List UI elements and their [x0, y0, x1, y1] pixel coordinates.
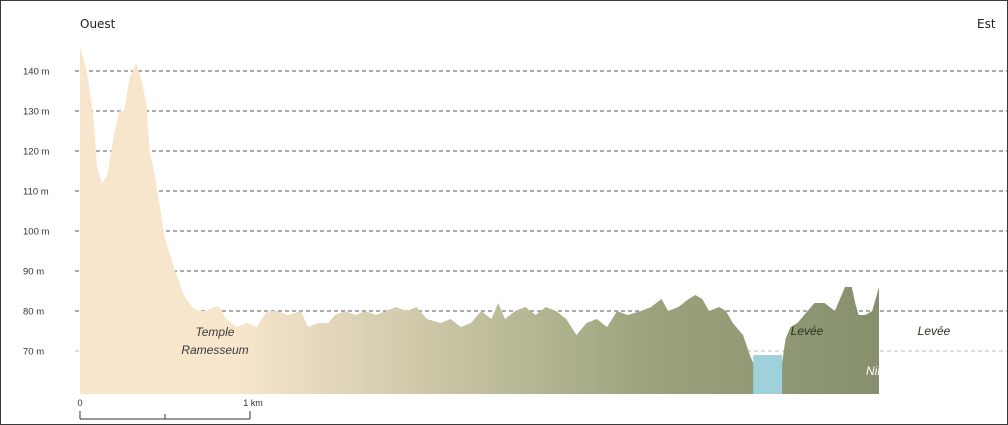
annotation-ramesseum: Ramesseum: [181, 343, 248, 357]
annotation-temple: Temple: [196, 325, 235, 339]
y-label-110: 110 m: [23, 187, 49, 198]
y-label-70: 70 m: [23, 347, 44, 358]
y-label-100: 100 m: [23, 227, 49, 238]
y-axis-labels: 70 m 80 m 90 m 100 m 110 m 120 m 130 m 140 m: [23, 67, 49, 358]
y-label-90: 90 m: [23, 267, 44, 278]
y-label-120: 120 m: [23, 147, 49, 158]
direction-label-west: Ouest: [80, 17, 116, 31]
annotation-levee-left: Levée: [791, 324, 824, 338]
river-nile: [753, 355, 783, 394]
annotation-levee-right: Levée: [918, 324, 951, 338]
direction-label-east: Est: [977, 17, 996, 31]
terrain-profile: [80, 47, 879, 394]
y-label-130: 130 m: [23, 107, 49, 118]
y-label-80: 80 m: [23, 307, 44, 318]
scale-bar-end-label: 1 km: [243, 398, 263, 408]
annotation-river-nil: Nil: [866, 364, 880, 378]
y-label-140: 140 m: [23, 67, 49, 78]
scale-bar: 0 1 km: [77, 398, 263, 420]
scale-bar-start-label: 0: [77, 398, 82, 408]
